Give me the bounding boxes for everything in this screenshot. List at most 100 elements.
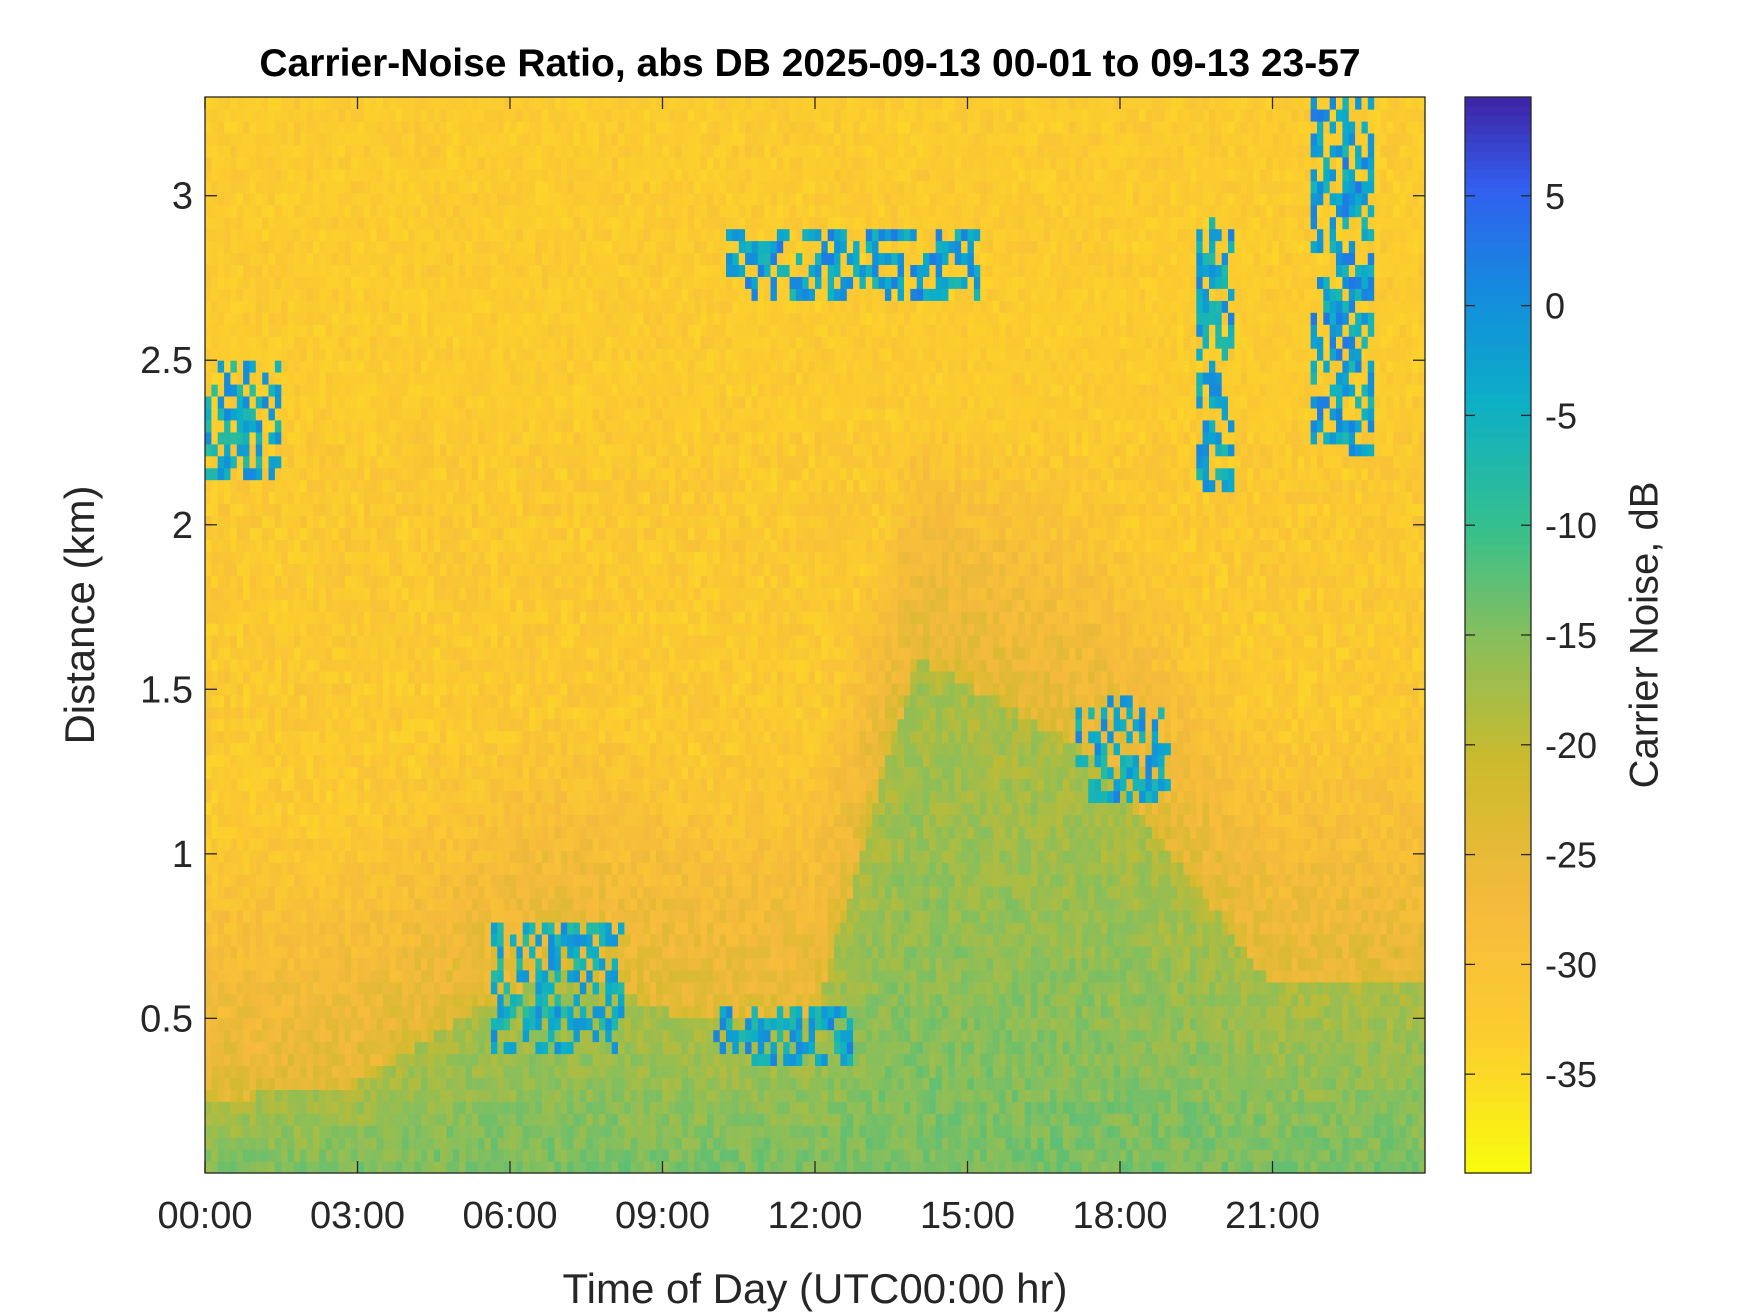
heatmap-cell	[287, 969, 295, 983]
heatmap-cell	[395, 945, 403, 959]
heatmap-cell	[389, 383, 397, 397]
heatmap-cell	[351, 969, 359, 983]
heatmap-cell	[344, 898, 352, 911]
heatmap-cell	[548, 324, 556, 337]
heatmap-cell	[535, 647, 543, 660]
heatmap-cell	[211, 838, 219, 851]
heatmap-cell	[268, 395, 276, 409]
heatmap-cell	[484, 910, 492, 923]
heatmap-cell	[497, 1005, 505, 1019]
heatmap-cell	[478, 993, 486, 1007]
heatmap-cell	[249, 156, 257, 170]
heatmap-cell	[389, 826, 397, 839]
heatmap-cell	[262, 180, 270, 194]
heatmap-cell	[395, 1077, 403, 1090]
heatmap-cell	[541, 599, 549, 612]
heatmap-cell	[319, 156, 327, 170]
heatmap-cell	[211, 969, 219, 983]
heatmap-cell	[243, 527, 251, 540]
heatmap-cell	[249, 455, 257, 469]
heatmap-cell	[294, 587, 301, 600]
heatmap-cell	[211, 372, 219, 385]
heatmap-cell	[471, 276, 479, 289]
heatmap-cell	[344, 467, 352, 481]
heatmap-cell	[325, 658, 333, 672]
heatmap-cell	[389, 623, 397, 636]
heatmap-cell	[433, 180, 441, 194]
heatmap-cell	[224, 97, 232, 110]
heatmap-cell	[236, 694, 244, 708]
heatmap-cell	[313, 658, 320, 672]
heatmap-cell	[325, 1137, 333, 1150]
heatmap-cell	[497, 1137, 505, 1150]
heatmap-cell	[554, 1125, 562, 1138]
heatmap-cell	[395, 1005, 403, 1019]
heatmap-cell	[478, 1005, 486, 1019]
heatmap-cell	[541, 300, 549, 313]
heatmap-cell	[503, 336, 511, 349]
heatmap-cell	[262, 348, 270, 361]
heatmap-cell	[490, 647, 498, 660]
heatmap-cell	[503, 503, 511, 517]
heatmap-cell	[490, 204, 498, 218]
heatmap-cell	[471, 551, 479, 564]
heatmap-cell	[414, 503, 422, 517]
heatmap-cell	[446, 766, 454, 780]
heatmap-cell	[211, 312, 219, 325]
heatmap-cell	[382, 933, 390, 947]
heatmap-cell	[325, 563, 333, 576]
heatmap-cell	[224, 503, 232, 517]
heatmap-cell	[510, 180, 517, 194]
heatmap-cell	[376, 156, 384, 170]
heatmap-cell	[268, 647, 276, 660]
heatmap-cell	[535, 969, 543, 983]
heatmap-cell	[395, 826, 403, 839]
heatmap-cell	[510, 635, 517, 648]
heatmap-cell	[541, 563, 549, 576]
heatmap-cell	[402, 264, 409, 277]
heatmap-cell	[357, 156, 365, 170]
heatmap-cell	[465, 264, 473, 277]
heatmap-cell	[281, 372, 289, 385]
heatmap-cell	[255, 144, 263, 158]
heatmap-cell	[268, 1065, 276, 1078]
heatmap-cell	[427, 515, 435, 528]
heatmap-cell	[465, 312, 473, 325]
heatmap-cell	[255, 156, 263, 170]
heatmap-cell	[433, 156, 441, 170]
heatmap-cell	[370, 933, 378, 947]
heatmap-cell	[338, 635, 346, 648]
heatmap-cell	[427, 838, 435, 851]
heatmap-cell	[357, 575, 365, 588]
heatmap-cell	[274, 288, 282, 301]
heatmap-cell	[338, 360, 346, 373]
heatmap-cell	[224, 826, 232, 839]
heatmap-cell	[408, 718, 416, 732]
heatmap-cell	[535, 563, 543, 576]
heatmap-cell	[484, 419, 492, 433]
heatmap-cell	[459, 348, 467, 361]
heatmap-cell	[332, 192, 340, 206]
heatmap-cell	[224, 670, 232, 684]
heatmap-cell	[446, 874, 454, 887]
heatmap-cell	[548, 1053, 556, 1066]
heatmap-cell	[325, 1017, 333, 1031]
heatmap-cell	[268, 467, 276, 481]
heatmap-cell	[440, 682, 448, 696]
heatmap-cell	[529, 647, 537, 660]
heatmap-cell	[268, 599, 276, 612]
heatmap-cell	[306, 694, 314, 708]
heatmap-cell	[389, 635, 397, 648]
heatmap-cell	[338, 276, 346, 289]
heatmap-cell	[306, 97, 314, 110]
heatmap-cell	[376, 1077, 384, 1090]
heatmap-cell	[363, 348, 371, 361]
heatmap-cell	[300, 539, 308, 552]
heatmap-cell	[452, 1065, 460, 1078]
heatmap-cell	[414, 168, 422, 182]
heatmap-cell	[535, 515, 543, 528]
heatmap-cell	[497, 1017, 505, 1031]
heatmap-cell	[484, 324, 492, 337]
heatmap-cell	[446, 479, 454, 493]
heatmap-cell	[351, 754, 359, 768]
